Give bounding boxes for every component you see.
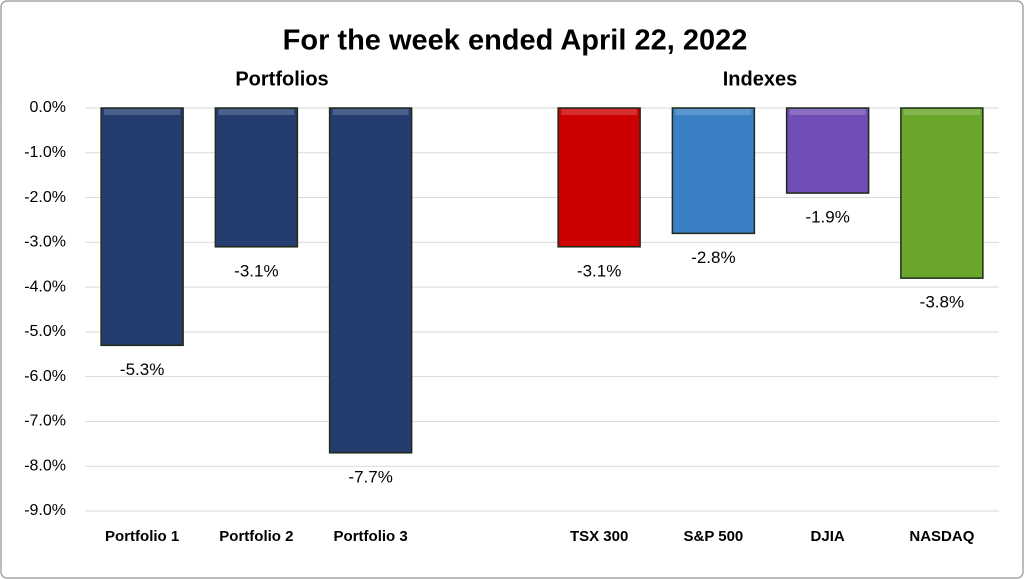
group-label: Portfolios	[235, 68, 328, 90]
y-tick-label: -3.0%	[24, 234, 66, 251]
bar	[328, 107, 413, 454]
bar-highlight	[104, 109, 181, 115]
chart-title: For the week ended April 22, 2022	[283, 25, 748, 57]
x-tick-label: DJIA	[811, 528, 845, 545]
bar-highlight	[218, 109, 295, 115]
value-label: -3.1%	[234, 261, 278, 280]
x-tick-label: Portfolio 3	[334, 528, 408, 545]
bar-highlight	[332, 109, 409, 115]
value-label: -5.3%	[120, 360, 164, 379]
bar	[557, 107, 641, 248]
bar-highlight	[903, 109, 980, 115]
bar	[214, 107, 299, 248]
y-tick-label: -1.0%	[24, 144, 66, 161]
x-tick-label: S&P 500	[683, 528, 743, 545]
bar	[900, 107, 984, 279]
value-label: -7.7%	[348, 467, 392, 486]
y-tick-label: -5.0%	[24, 323, 66, 340]
value-label: -3.1%	[577, 261, 621, 280]
x-tick-label: TSX 300	[570, 528, 628, 545]
y-tick-label: -9.0%	[24, 502, 66, 519]
bar-highlight	[561, 109, 638, 115]
y-tick-label: -6.0%	[24, 368, 66, 385]
x-tick-label: Portfolio 2	[219, 528, 293, 545]
value-label: -1.9%	[805, 208, 849, 227]
bar-highlight	[789, 109, 866, 115]
bar-highlight	[675, 109, 752, 115]
bar	[671, 107, 756, 235]
x-tick-label: NASDAQ	[909, 528, 974, 545]
y-tick-label: -4.0%	[24, 278, 66, 295]
group-label: Indexes	[723, 68, 797, 90]
y-tick-label: -7.0%	[24, 413, 66, 430]
bar	[100, 107, 184, 347]
x-tick-label: Portfolio 1	[105, 528, 179, 545]
value-label: -2.8%	[691, 248, 735, 267]
y-tick-label: -8.0%	[24, 457, 66, 474]
y-tick-label: 0.0%	[30, 99, 66, 116]
bar	[785, 107, 870, 194]
y-tick-label: -2.0%	[24, 189, 66, 206]
value-label: -3.8%	[920, 293, 964, 312]
